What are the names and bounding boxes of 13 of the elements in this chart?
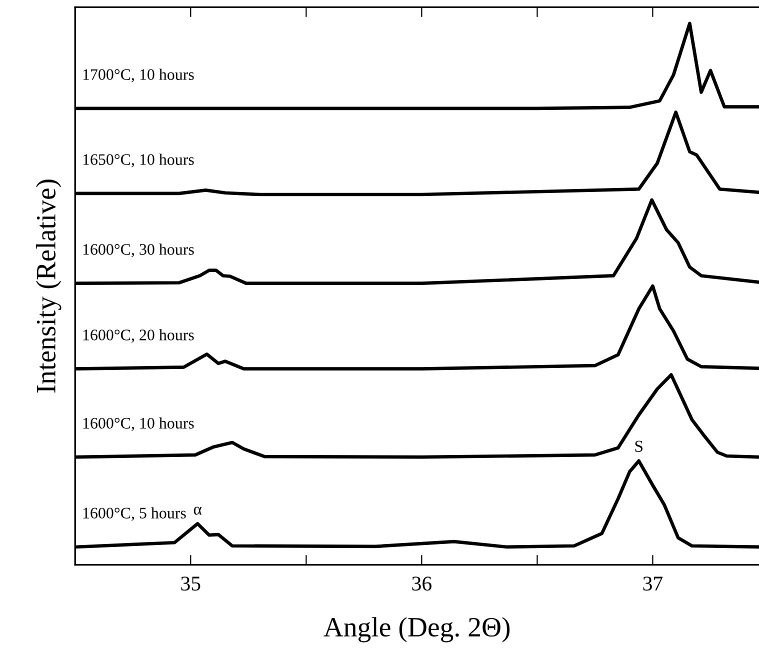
series-label: 1700°C, 10 hours <box>83 68 194 82</box>
series-label: 1600°C, 5 hours <box>83 507 186 521</box>
series-label: 1600°C, 30 hours <box>83 244 194 258</box>
annotation: α <box>194 506 202 515</box>
x-tick-label: 35 <box>181 576 200 591</box>
series-label: 1650°C, 10 hours <box>83 154 194 168</box>
x-axis-title: Angle (Deg. 2Θ) <box>324 617 510 642</box>
y-axis-title: Intensity (Relative) <box>36 180 62 393</box>
x-tick-label: 36 <box>412 576 432 591</box>
series-label: 1600°C, 10 hours <box>83 417 194 431</box>
series-label: 1600°C, 20 hours <box>83 329 194 343</box>
annotation: S <box>635 440 642 452</box>
x-tick-label: 37 <box>643 576 663 591</box>
